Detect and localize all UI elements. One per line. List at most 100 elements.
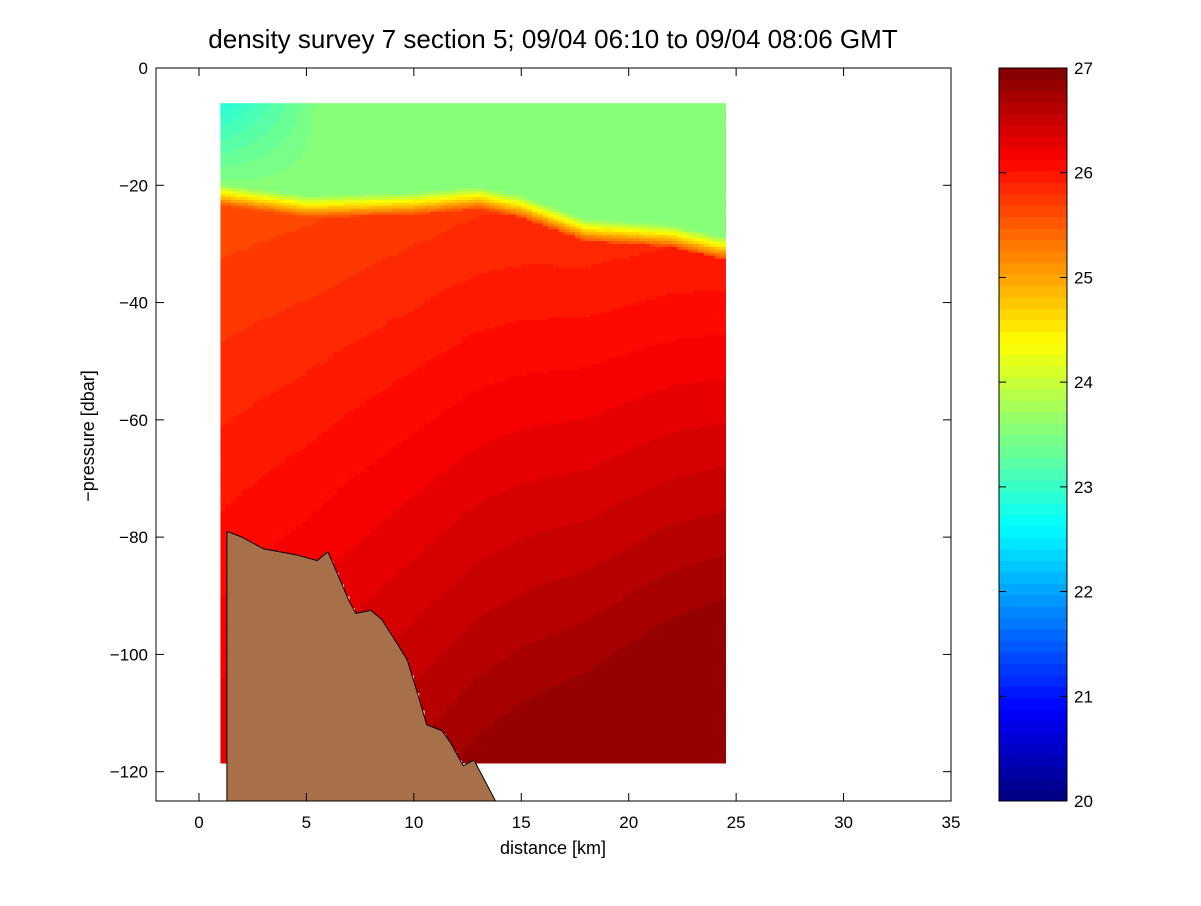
density-cell: [241, 176, 248, 181]
density-cell: [241, 449, 248, 453]
density-cell: [236, 214, 243, 219]
density-cell: [220, 748, 227, 752]
density-cell: [220, 692, 227, 697]
density-cell: [247, 164, 254, 169]
density-cell: [220, 654, 227, 658]
density-cell: [258, 103, 265, 107]
density-cell: [263, 194, 270, 198]
density-cell: [263, 340, 270, 345]
density-cell: [236, 516, 243, 521]
density-cell: [258, 493, 265, 497]
density-cell: [247, 323, 254, 327]
density-cell: [241, 261, 248, 266]
density-cell: [231, 323, 238, 327]
density-cell: [252, 463, 259, 468]
density-cell: [241, 346, 248, 351]
density-cell: [241, 437, 248, 441]
density-cell: [263, 267, 270, 271]
density-cell: [225, 384, 232, 389]
density-cell: [263, 528, 270, 532]
density-cell: [241, 372, 248, 377]
density-cell: [225, 343, 232, 348]
density-cell: [252, 367, 259, 371]
density-cell: [252, 422, 259, 427]
density-cell: [231, 232, 238, 236]
density-cell: [231, 273, 238, 277]
density-cell: [225, 525, 232, 529]
density-cell: [263, 545, 270, 550]
density-cell: [247, 422, 254, 427]
density-cell: [231, 422, 238, 427]
density-cell: [241, 431, 248, 436]
density-cell: [220, 326, 227, 330]
density-cell: [236, 302, 243, 307]
density-cell: [258, 499, 265, 503]
density-cell: [220, 636, 227, 641]
density-cell: [241, 252, 248, 257]
density-cell: [225, 519, 232, 524]
density-cell: [220, 375, 227, 380]
density-cell: [252, 220, 259, 224]
density-cell: [263, 317, 270, 321]
density-cell: [268, 302, 275, 307]
density-cell: [231, 531, 238, 535]
density-cell: [247, 220, 254, 224]
density-cell: [241, 443, 248, 447]
density-cell: [231, 326, 238, 330]
density-cell: [258, 188, 265, 192]
density-cell: [225, 109, 232, 113]
density-cell: [268, 123, 275, 128]
density-cell: [220, 730, 227, 735]
density-cell: [241, 161, 248, 166]
density-cell: [268, 243, 275, 248]
density-cell: [247, 284, 254, 289]
density-cell: [247, 320, 254, 324]
density-cell: [241, 202, 248, 207]
density-cell: [225, 126, 232, 131]
density-cell: [241, 375, 248, 380]
density-cell: [231, 463, 238, 468]
density-cell: [258, 258, 265, 263]
density-cell: [263, 211, 270, 216]
density-cell: [231, 144, 238, 148]
density-cell: [220, 390, 227, 395]
density-cell: [268, 194, 275, 198]
density-cell: [231, 343, 238, 348]
density-cell: [241, 381, 248, 386]
density-cell: [225, 170, 232, 175]
density-cell: [263, 320, 270, 324]
density-cell: [225, 220, 232, 224]
density-cell: [247, 399, 254, 403]
density-cell: [231, 197, 238, 201]
density-cell: [252, 264, 259, 268]
density-cell: [252, 249, 259, 254]
density-cell: [225, 147, 232, 151]
density-cell: [231, 384, 238, 389]
density-cell: [247, 185, 254, 189]
density-cell: [220, 595, 227, 600]
density-cell: [220, 715, 227, 720]
density-cell: [247, 413, 254, 418]
density-cell: [258, 229, 265, 233]
density-cell: [252, 501, 259, 506]
density-cell: [247, 340, 254, 345]
density-cell: [263, 249, 270, 254]
density-cell: [252, 229, 259, 233]
density-cell: [263, 264, 270, 268]
density-cell: [258, 170, 265, 175]
density-cell: [263, 413, 270, 418]
density-cell: [241, 367, 248, 371]
density-cell: [263, 496, 270, 500]
density-cell: [231, 460, 238, 465]
density-cell: [231, 452, 238, 456]
density-cell: [268, 326, 275, 330]
density-cell: [252, 293, 259, 298]
density-cell: [220, 499, 227, 503]
density-cell: [220, 405, 227, 409]
density-cell: [220, 572, 227, 576]
density-cell: [258, 328, 265, 333]
density-cell: [268, 211, 275, 216]
density-cell: [252, 246, 259, 251]
density-cell: [225, 522, 232, 526]
density-cell: [241, 337, 248, 342]
